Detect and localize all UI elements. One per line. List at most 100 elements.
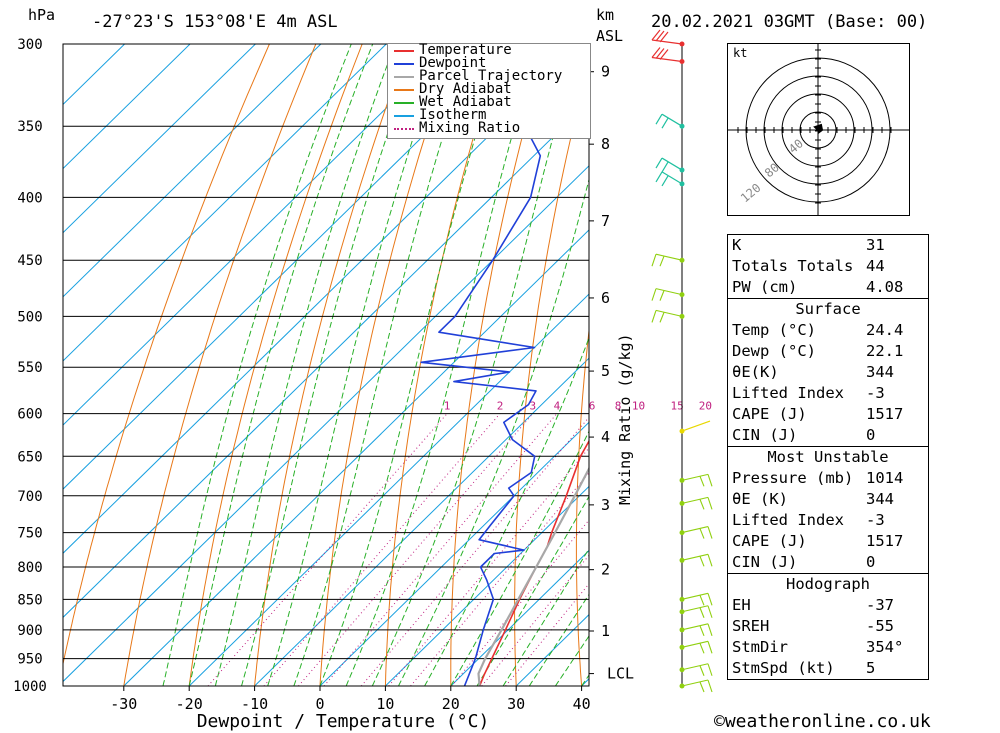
wet-adiabat-line <box>188 44 374 686</box>
wind-barb <box>651 288 685 301</box>
mixing-ratio-label: 20 <box>699 400 712 413</box>
surface-row-dewp: Dewp (°C) 22.1 <box>732 342 904 360</box>
wet-adiabat-line <box>476 495 589 686</box>
dry-adiabat-line <box>694 44 720 686</box>
isotherm-line <box>63 44 322 298</box>
mixing-ratio-label: 15 <box>670 400 683 413</box>
copyright-link[interactable]: ©weatheronline.co.uk <box>714 711 931 732</box>
legend-item-isotherm: Isotherm <box>388 108 590 122</box>
isotherm-line <box>63 44 387 362</box>
wind-barb <box>679 496 713 510</box>
pressure-tick-label: 450 <box>17 253 42 269</box>
surface-row-li: Lifted Index -3 <box>732 384 885 402</box>
isotherm-line <box>188 293 589 686</box>
wind-barb <box>679 592 713 606</box>
isotherm-line <box>647 44 720 686</box>
wet-adiabat-line <box>554 635 589 686</box>
index-row-totals: Totals Totals 44 <box>732 257 885 275</box>
pressure-tick-label: 700 <box>17 489 42 505</box>
mu-row-li: Lifted Index -3 <box>732 511 885 529</box>
indices-table: K 31 Totals Totals 44 PW (cm) 4.08 Surface … <box>727 234 929 680</box>
x-tick-label: 40 <box>573 695 591 713</box>
surface-row-temp: Temp (°C) 24.4 <box>732 321 904 339</box>
legend-item-parcel: Parcel Trajectory <box>388 69 590 83</box>
x-axis-label: Dewpoint / Temperature (°C) <box>197 711 490 732</box>
legend-item-temperature: Temperature <box>388 43 590 57</box>
pressure-tick-label: 850 <box>17 592 42 608</box>
mu-row-thetae: θE (K) 344 <box>732 490 894 508</box>
mixing-ratio-line <box>505 582 589 686</box>
isotherm-line <box>63 44 191 170</box>
most-unstable-title: Most Unstable <box>767 448 889 466</box>
wet-adiabat-line <box>398 177 589 686</box>
wind-barb <box>679 473 713 487</box>
isotherm-line <box>319 421 589 686</box>
x-tick-label: 30 <box>507 695 525 713</box>
surface-row-cape: CAPE (J) 1517 <box>732 405 904 423</box>
surface-row-cin: CIN (J) 0 <box>732 426 876 444</box>
wind-barb <box>679 420 711 434</box>
mixing-ratio-axis-label: Mixing Ratio (g/kg) <box>616 333 634 505</box>
wet-adiabat-line <box>162 44 352 686</box>
isotherm-line <box>254 357 589 686</box>
x-tick-label: 20 <box>442 695 460 713</box>
isotherm-line <box>63 44 256 234</box>
wind-barb <box>679 553 713 567</box>
mixing-ratio-line <box>263 413 501 686</box>
surface-section: Surface Temp (°C) 24.4 Dewp (°C) 22.1 θE(K… <box>728 298 928 446</box>
mixing-ratio-line <box>207 413 448 686</box>
pressure-tick-label: 550 <box>17 360 42 376</box>
asl-axis-label: ASL <box>596 27 624 45</box>
datetime-title: 20.02.2021 03GMT (Base: 00) <box>651 12 928 32</box>
pressure-tick-label: 900 <box>17 623 42 639</box>
wind-barb <box>679 605 713 618</box>
km-tick-label: LCL <box>607 665 634 683</box>
mixing-ratio-label: 10 <box>632 400 645 413</box>
isotherm-line <box>63 44 583 554</box>
km-tick-label: 7 <box>601 212 610 230</box>
wet-adiabat-line <box>214 44 396 686</box>
hodograph: kt 40 80 120 <box>727 43 910 216</box>
legend-item-dry-adiabat: Dry Adiabat <box>388 82 590 96</box>
x-tick-label: 10 <box>376 695 394 713</box>
hodograph-params-section: Hodograph EH -37 SREH -55 StmDir 354° StmSp… <box>728 573 928 679</box>
pressure-tick-label: 500 <box>17 309 42 325</box>
wet-adiabat-line <box>424 336 589 686</box>
legend-item-dewpoint: Dewpoint <box>388 56 590 70</box>
mixing-ratio-label: 2 <box>497 400 504 413</box>
km-tick-label: 5 <box>601 362 610 380</box>
km-tick-label: 9 <box>601 63 610 81</box>
pressure-tick-label: 650 <box>17 449 42 465</box>
km-tick-label: 4 <box>601 428 610 446</box>
km-tick-label: 1 <box>601 622 610 640</box>
profiles <box>420 44 589 686</box>
km-tick-label: 8 <box>601 135 610 153</box>
dry-adiabat-line <box>319 44 456 686</box>
dry-adiabat-line <box>188 44 363 686</box>
isotherm-line <box>450 549 589 686</box>
mu-row-cape: CAPE (J) 1517 <box>732 532 904 550</box>
isotherm-line <box>63 44 518 490</box>
pressure-tick-label: 300 <box>17 37 42 53</box>
index-row-pw: PW (cm) 4.08 <box>732 278 904 296</box>
temperature-axis: -30 -20 -10 0 10 20 30 40 <box>110 686 591 713</box>
mixing-ratio-labels: 12346810152025 <box>444 400 712 413</box>
wind-barb-column <box>651 29 713 693</box>
chart-legend: Temperature Dewpoint Parcel Trajectory D… <box>387 43 591 139</box>
wind-barb <box>679 623 713 637</box>
dry-adiabat-line <box>636 44 687 686</box>
pressure-tick-label: 400 <box>17 190 42 206</box>
km-tick-label: 2 <box>601 561 610 579</box>
isotherm-line <box>63 44 452 426</box>
pressure-tick-label: 800 <box>17 560 42 576</box>
isotherm-line <box>385 485 589 686</box>
wind-barb <box>655 157 685 173</box>
skewt-chart: 12346810152025 3003504004505005506006507… <box>13 29 720 732</box>
pressure-tick-label: 350 <box>17 119 42 135</box>
hodo-row-stmspd: StmSpd (kt) 5 <box>732 659 876 677</box>
hodo-row-stmdir: StmDir 354° <box>732 638 904 656</box>
hpa-axis-label: hPa <box>28 6 56 24</box>
x-tick-label: -30 <box>110 695 137 713</box>
wind-barb <box>679 526 713 539</box>
pressure-tick-label: 750 <box>17 526 42 542</box>
